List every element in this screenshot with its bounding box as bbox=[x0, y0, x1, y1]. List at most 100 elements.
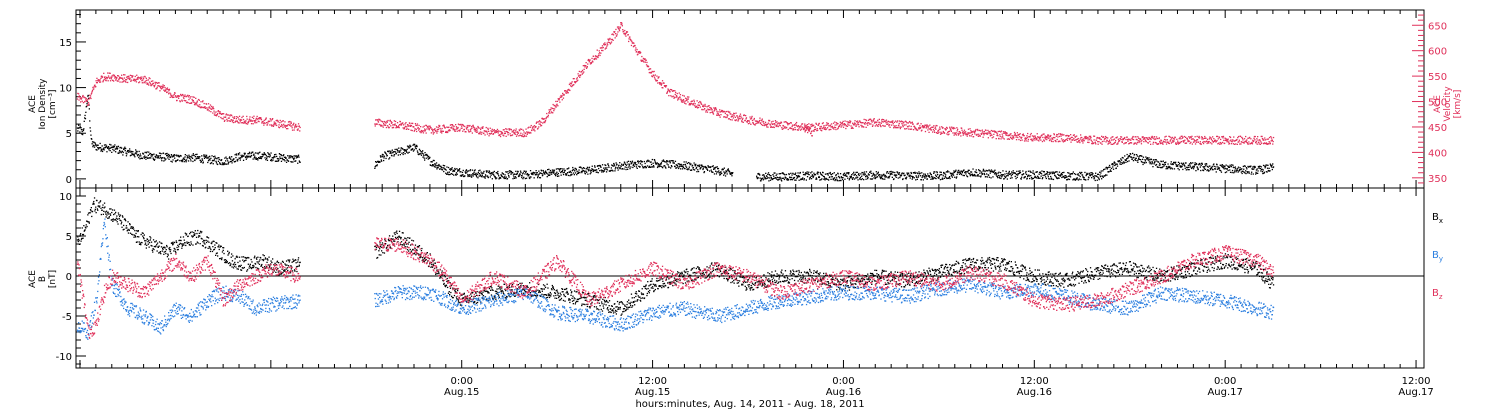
density-series-point bbox=[1058, 171, 1061, 173]
density-series-point bbox=[633, 162, 635, 164]
velocity-series-point bbox=[424, 130, 426, 132]
density-series-point bbox=[756, 175, 758, 177]
density-series-point bbox=[942, 178, 944, 180]
velocity-series-point bbox=[297, 123, 300, 125]
velocity-series-point bbox=[942, 127, 944, 129]
density-series-point bbox=[807, 173, 809, 175]
density-series-point bbox=[1049, 178, 1051, 180]
velocity-series-point bbox=[782, 128, 784, 130]
velocity-series-point bbox=[901, 121, 903, 123]
density-series-point bbox=[399, 151, 401, 153]
density-series-point bbox=[859, 176, 862, 179]
density-series-point bbox=[293, 159, 295, 161]
density-series-point bbox=[602, 171, 604, 173]
density-series-point bbox=[448, 171, 450, 173]
density-series-point bbox=[466, 170, 468, 172]
density-series-point bbox=[173, 155, 175, 157]
density-series-point bbox=[855, 175, 858, 177]
velocity-series-point bbox=[939, 128, 941, 130]
velocity-series-point bbox=[978, 129, 981, 132]
density-series-point bbox=[1098, 177, 1100, 180]
density-series-point bbox=[854, 173, 856, 176]
velocity-series-point bbox=[591, 57, 593, 60]
velocity-series-point bbox=[297, 128, 299, 130]
density-series-point bbox=[623, 168, 625, 170]
velocity-series-point bbox=[706, 109, 708, 112]
velocity-tick-label: 400 bbox=[1428, 148, 1447, 159]
density-series-point bbox=[474, 173, 477, 176]
density-series-point bbox=[929, 176, 931, 178]
density-series-point bbox=[1165, 161, 1167, 163]
velocity-series-point bbox=[162, 87, 164, 89]
velocity-series-point bbox=[582, 65, 584, 67]
density-series-point bbox=[681, 165, 683, 168]
density-series-point bbox=[291, 156, 293, 159]
density-series-point bbox=[298, 160, 300, 162]
density-series-point bbox=[1092, 173, 1094, 175]
density-series-point bbox=[636, 164, 638, 166]
velocity-series-point bbox=[654, 78, 656, 80]
velocity-series-point bbox=[233, 117, 235, 119]
density-series-point bbox=[289, 155, 291, 157]
velocity-series-point bbox=[382, 121, 384, 123]
density-series-point bbox=[1014, 175, 1016, 178]
density-series-point bbox=[520, 175, 522, 177]
velocity-series-point bbox=[499, 135, 502, 138]
velocity-series-point bbox=[775, 121, 777, 123]
velocity-series-point bbox=[175, 95, 177, 97]
density-series-point bbox=[270, 152, 272, 154]
density-series-point bbox=[515, 177, 517, 179]
density-series-point bbox=[489, 172, 491, 175]
density-series-point bbox=[1267, 164, 1269, 166]
density-series-point bbox=[984, 173, 986, 176]
density-series-point bbox=[672, 160, 675, 162]
density-series-point bbox=[1128, 160, 1130, 162]
velocity-series-point bbox=[587, 63, 589, 65]
velocity-series-point bbox=[195, 104, 197, 106]
density-series-point bbox=[688, 166, 690, 168]
density-series-point bbox=[876, 173, 878, 175]
density-series-point bbox=[1116, 163, 1118, 165]
velocity-series-point bbox=[941, 132, 943, 134]
density-series-point bbox=[440, 166, 442, 169]
velocity-series-point bbox=[240, 118, 242, 121]
velocity-series-point bbox=[930, 129, 933, 131]
density-series-point bbox=[504, 177, 507, 180]
velocity-series-point bbox=[873, 122, 876, 124]
density-series-point bbox=[955, 177, 957, 179]
density-series-point bbox=[125, 147, 127, 150]
density-series-point bbox=[1080, 178, 1082, 181]
velocity-series-point bbox=[278, 124, 280, 126]
density-series-point bbox=[919, 172, 921, 174]
density-series-point bbox=[860, 173, 862, 175]
density-series-point bbox=[828, 172, 830, 174]
density-series-point bbox=[81, 133, 83, 135]
velocity-series-point bbox=[726, 116, 728, 118]
velocity-series-point bbox=[727, 118, 730, 120]
density-series-point bbox=[156, 155, 158, 157]
velocity-series-point bbox=[414, 123, 417, 125]
density-series-point bbox=[445, 169, 447, 171]
density-series-point bbox=[549, 169, 552, 172]
density-series-point bbox=[481, 174, 483, 176]
velocity-series-point bbox=[955, 134, 958, 136]
density-series-point bbox=[476, 176, 478, 178]
velocity-series-point bbox=[840, 122, 843, 124]
velocity-series-point bbox=[374, 125, 376, 127]
velocity-series-point bbox=[540, 124, 543, 127]
density-series-point bbox=[1116, 165, 1119, 167]
density-series-point bbox=[669, 161, 671, 163]
density-series-point bbox=[569, 170, 571, 172]
density-series-point bbox=[874, 175, 876, 177]
velocity-series-point bbox=[148, 81, 151, 83]
velocity-series-point bbox=[283, 123, 285, 125]
density-series-point bbox=[448, 174, 450, 176]
velocity-series-point bbox=[568, 89, 570, 91]
density-series-point bbox=[1233, 171, 1236, 173]
velocity-series-point bbox=[825, 128, 828, 130]
density-series-point bbox=[175, 160, 177, 163]
velocity-series-point bbox=[855, 125, 857, 127]
density-series-point bbox=[161, 160, 163, 162]
density-series-point bbox=[766, 177, 768, 179]
density-series-point bbox=[948, 176, 950, 179]
